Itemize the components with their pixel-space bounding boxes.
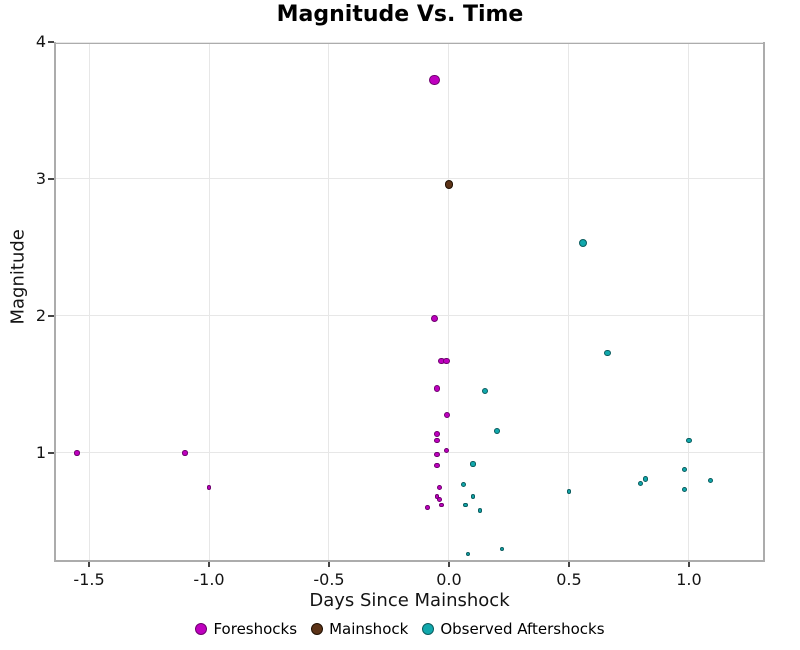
gridline-x [448, 44, 450, 560]
legend-marker-icon [422, 623, 435, 635]
legend-item-mainshock: Mainshock [311, 620, 408, 638]
foreshock-point [434, 462, 440, 468]
observed-aftershock-point [681, 487, 687, 493]
observed-aftershock-point [481, 388, 489, 395]
observed-aftershock-point [466, 552, 471, 557]
observed-aftershock-point [477, 508, 483, 513]
gridline-x [328, 44, 330, 560]
foreshock-point [436, 484, 442, 490]
observed-aftershock-point [643, 476, 649, 482]
x-tick [88, 562, 90, 567]
foreshock-point [206, 484, 212, 490]
y-tick-label: 1 [35, 442, 46, 462]
legend-marker-icon [195, 623, 208, 635]
foreshock-point [430, 315, 439, 323]
observed-aftershock-point [470, 494, 476, 500]
foreshock-point [182, 450, 188, 456]
observed-aftershock-point [499, 546, 504, 551]
y-tick [48, 315, 54, 317]
y-axis-label: Magnitude [7, 229, 29, 325]
gridline-x [688, 44, 690, 560]
gridline-y [56, 452, 763, 454]
gridline-y [56, 41, 763, 43]
chart-title: Magnitude Vs. Time [276, 2, 524, 27]
legend-marker-icon [311, 623, 324, 635]
observed-aftershock-point [681, 466, 687, 472]
x-tick-label: 0.0 [436, 570, 462, 589]
foreshock-point [434, 430, 440, 437]
gridline-y [56, 178, 763, 180]
observed-aftershock-point [603, 349, 611, 357]
x-tick-label: -1.5 [73, 570, 105, 589]
y-tick [48, 178, 54, 180]
foreshock-point [74, 450, 80, 456]
foreshock-point [439, 502, 445, 508]
x-tick-label: -1.0 [193, 570, 225, 589]
observed-aftershock-point [460, 481, 466, 487]
gridline-x [568, 44, 570, 560]
y-tick-label: 3 [35, 168, 46, 188]
x-tick [328, 562, 330, 567]
observed-aftershock-point [566, 488, 572, 494]
x-tick-label: 1.0 [676, 570, 702, 589]
legend-label: Foreshocks [213, 620, 298, 638]
mainshock-point [444, 180, 454, 189]
legend-label: Observed Aftershocks [440, 620, 605, 638]
foreshock-point [425, 505, 430, 511]
foreshock-point [443, 447, 450, 453]
x-tick [208, 562, 210, 567]
legend-item-observed-aftershocks: Observed Aftershocks [422, 620, 605, 638]
legend: Foreshocks Mainshock Observed Aftershocks [0, 620, 800, 638]
legend-label: Mainshock [329, 620, 409, 638]
x-tick [448, 562, 450, 567]
x-tick-label: -0.5 [313, 570, 345, 589]
observed-aftershock-point [708, 477, 714, 483]
observed-aftershock-point [638, 480, 644, 486]
y-tick-label: 4 [35, 32, 46, 51]
gridline-x [88, 44, 90, 560]
foreshock-point [433, 385, 441, 392]
observed-aftershock-point [579, 239, 588, 248]
foreshock-point [434, 437, 440, 444]
foreshock-point [434, 451, 440, 457]
x-tick [688, 562, 690, 567]
gridline-y [56, 315, 763, 317]
observed-aftershock-point [463, 502, 469, 508]
observed-aftershock-point [686, 437, 692, 444]
y-tick-label: 2 [35, 305, 46, 325]
observed-aftershock-point [470, 461, 476, 467]
plot-area [54, 41, 765, 562]
x-axis-label: Days Since Mainshock [309, 590, 510, 611]
gridline-x [208, 44, 210, 560]
legend-item-foreshocks: Foreshocks [195, 620, 297, 638]
observed-aftershock-point [494, 428, 500, 434]
y-tick [48, 41, 54, 43]
foreshock-point [436, 497, 442, 502]
x-tick [568, 562, 570, 567]
foreshock-point [443, 411, 450, 418]
foreshock-point [443, 357, 450, 365]
foreshock-point [429, 75, 440, 86]
y-tick [48, 452, 54, 454]
x-tick-label: 0.5 [556, 570, 582, 589]
